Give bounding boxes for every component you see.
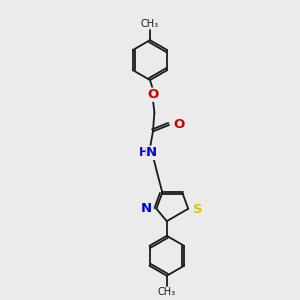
Text: O: O <box>173 118 184 131</box>
Text: N: N <box>146 146 157 159</box>
Text: O: O <box>147 88 159 101</box>
Text: CH₃: CH₃ <box>141 19 159 29</box>
Text: S: S <box>193 203 202 216</box>
Text: N: N <box>141 202 152 215</box>
Text: CH₃: CH₃ <box>158 287 176 297</box>
Text: H: H <box>139 146 149 159</box>
